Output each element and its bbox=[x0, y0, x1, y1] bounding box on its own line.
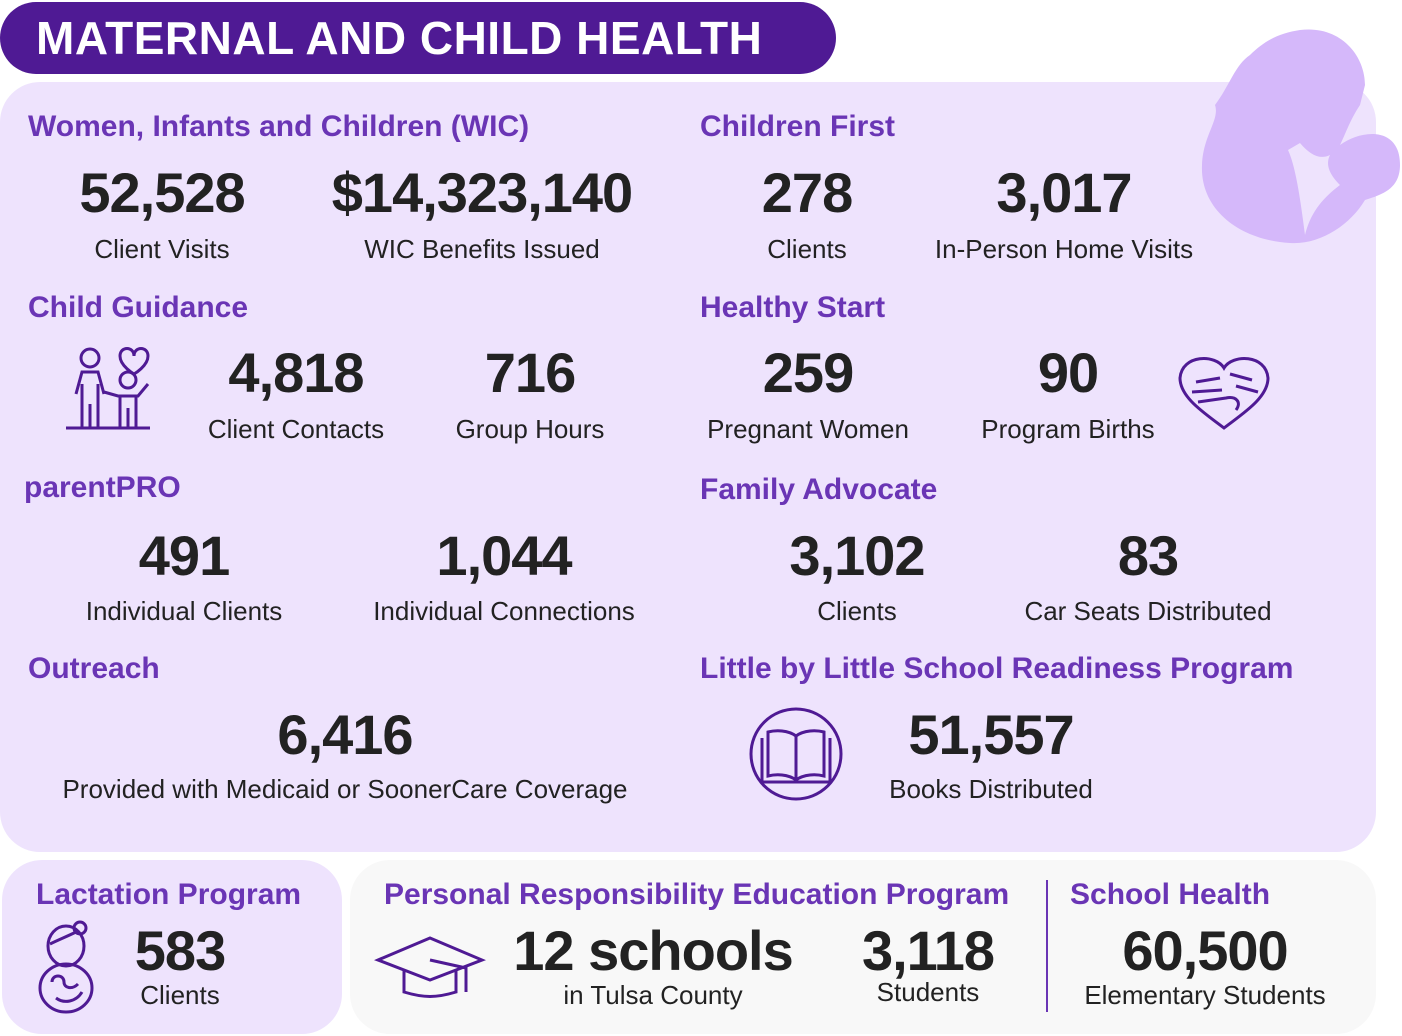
parentpro-connections-label: Individual Connections bbox=[373, 596, 635, 626]
prep-panel bbox=[350, 860, 1376, 1034]
children-first-visits-label: In-Person Home Visits bbox=[934, 234, 1194, 264]
school-health-value: 60,500 bbox=[1122, 919, 1288, 982]
wic-client-visits-label: Client Visits bbox=[94, 234, 230, 264]
family-advocate-heading: Family Advocate bbox=[700, 473, 938, 506]
child-guidance-hours-label: Group Hours bbox=[455, 414, 605, 444]
mother-baby-icon bbox=[38, 920, 94, 1014]
children-first-heading: Children First bbox=[700, 110, 896, 143]
parentpro-clients-label: Individual Clients bbox=[85, 596, 283, 626]
parentpro-clients-value: 491 bbox=[138, 524, 230, 587]
books-value: 51,557 bbox=[908, 703, 1074, 766]
children-first-clients-value: 278 bbox=[761, 161, 853, 224]
school-health-label: Elementary Students bbox=[1084, 980, 1326, 1010]
wic-benefits-label: WIC Benefits Issued bbox=[364, 234, 600, 264]
lactation-panel bbox=[2, 860, 342, 1034]
lactation-clients-label: Clients bbox=[140, 980, 220, 1010]
parentpro-connections-value: 1,044 bbox=[436, 524, 572, 587]
family-advocate-carseats-label: Car Seats Distributed bbox=[1024, 596, 1272, 626]
family-advocate-clients-label: Clients bbox=[817, 596, 897, 626]
little-by-little-heading: Little by Little School Readiness Progra… bbox=[700, 652, 1294, 685]
outreach-value: 6,416 bbox=[277, 703, 413, 766]
children-first-clients-label: Clients bbox=[767, 234, 847, 264]
parentpro-heading: parentPRO bbox=[24, 471, 181, 504]
prep-students-label: Students bbox=[876, 977, 980, 1007]
section-divider bbox=[1046, 880, 1048, 1012]
wic-client-visits-value: 52,528 bbox=[79, 161, 245, 224]
wic-benefits-value: $14,323,140 bbox=[331, 161, 633, 224]
healthy-start-heading: Healthy Start bbox=[700, 291, 886, 324]
healthy-start-births-label: Program Births bbox=[981, 414, 1155, 444]
school-health-heading: School Health bbox=[1070, 878, 1271, 911]
page-title: MATERNAL AND CHILD HEALTH bbox=[0, 2, 836, 74]
outreach-heading: Outreach bbox=[28, 652, 160, 685]
hands-heart-icon bbox=[1178, 357, 1270, 430]
lactation-heading: Lactation Program bbox=[36, 878, 302, 911]
child-guidance-contacts-value: 4,818 bbox=[228, 341, 364, 404]
prep-schools-value: 12 schools bbox=[513, 919, 793, 982]
graduation-cap-icon bbox=[374, 936, 486, 998]
children-first-visits-value: 3,017 bbox=[996, 161, 1132, 224]
wic-heading: Women, Infants and Children (WIC) bbox=[28, 110, 530, 143]
book-icon bbox=[749, 707, 843, 801]
books-label: Books Distributed bbox=[889, 774, 1093, 804]
healthy-start-pregnant-value: 259 bbox=[762, 341, 854, 404]
child-guidance-hours-value: 716 bbox=[484, 341, 576, 404]
lactation-clients-value: 583 bbox=[134, 919, 226, 982]
family-advocate-carseats-value: 83 bbox=[1117, 524, 1179, 587]
family-heart-icon bbox=[66, 347, 150, 430]
healthy-start-pregnant-label: Pregnant Women bbox=[707, 414, 909, 444]
prep-schools-label: in Tulsa County bbox=[563, 980, 743, 1010]
outreach-label: Provided with Medicaid or SoonerCare Cov… bbox=[62, 774, 628, 804]
prep-heading: Personal Responsibility Education Progra… bbox=[384, 878, 1010, 911]
child-guidance-heading: Child Guidance bbox=[28, 291, 249, 324]
child-guidance-contacts-label: Client Contacts bbox=[207, 414, 385, 444]
family-advocate-clients-value: 3,102 bbox=[789, 524, 925, 587]
main-panel bbox=[0, 82, 1376, 852]
mother-child-silhouette-icon bbox=[1201, 29, 1400, 244]
healthy-start-births-value: 90 bbox=[1037, 341, 1099, 404]
prep-students-value: 3,118 bbox=[861, 919, 995, 982]
